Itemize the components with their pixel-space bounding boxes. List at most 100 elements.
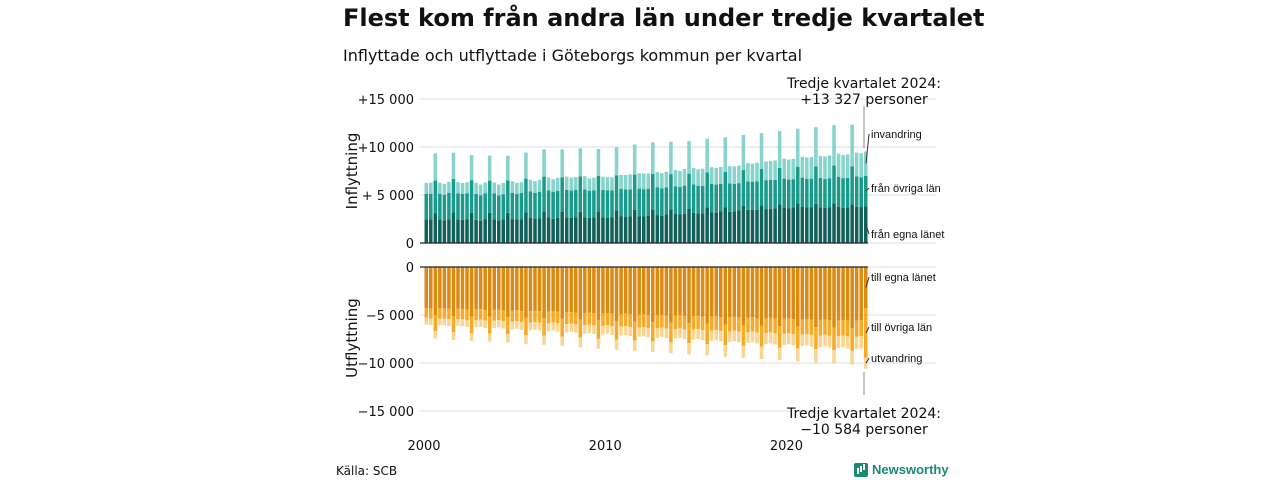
outflow-bar-segment [564,324,569,333]
outflow-bar-segment [524,317,528,336]
inflow-bar-segment [696,185,700,214]
inflow-bar-segment [515,219,519,243]
y-axis-label-inflow: Inflyttning [343,133,361,210]
inflow-bar-segment [564,176,569,190]
outflow-bar-segment [433,331,438,339]
outflow-bar-segment [796,267,800,327]
inflow-bar-segment [483,182,487,194]
outflow-bar-segment [574,267,578,313]
inflow-bar-segment [796,203,800,243]
outflow-bar-segment [465,267,469,310]
outflow-bar-segment [528,322,533,331]
inflow-bar-segment [741,170,746,206]
outflow-bar-segment [460,267,465,309]
inflow-bar-segment [850,204,854,243]
inflow-bar-segment [687,209,691,243]
outflow-bar-segment [451,332,456,340]
outflow-bar-segment [759,267,764,326]
brand-name: Newsworthy [872,462,949,477]
outflow-bar-segment [728,317,732,332]
outflow-bar-segment [678,315,682,329]
outflow-bar-segment [660,327,664,338]
outflow-bar-segment [447,267,451,309]
outflow-bar-segment [796,348,800,362]
outflow-bar-segment [832,267,836,328]
outflow-bar-segment [863,357,868,369]
outflow-bar-segment [501,310,506,322]
inflow-bar-segment [460,183,465,194]
outflow-bar-segment [442,267,447,309]
outflow-bar-segment [614,320,619,340]
outflow-bar-segment [551,267,555,312]
inflow-bar-segment [583,217,587,243]
annotation-bottom-line1: Tredje kvartalet 2024: [786,406,941,422]
inflow-bar-segment [528,179,533,192]
inflow-bar-segment [669,209,673,243]
outflow-bar-segment [814,327,818,350]
inflow-bar-segment [759,205,764,243]
inflow-bar-segment [768,180,773,209]
outflow-bar-segment [823,334,827,347]
outflow-bar-segment [655,328,660,338]
outflow-bar-segment [478,309,483,320]
outflow-bar-segment [583,267,587,313]
outflow-bar-segment [641,314,646,328]
outflow-bar-segment [687,343,691,355]
outflow-bar-segment [641,327,646,337]
outflow-bar-segment [786,318,791,334]
inflow-bar-segment [705,138,709,173]
inflow-bar-segment [601,176,605,190]
outflow-bar-segment [537,322,542,331]
inflow-bar-segment [777,131,782,168]
inflow-bar-segment [424,182,429,194]
inflow-bar-segment [714,184,718,213]
outflow-bar-segment [587,267,592,313]
inflow-bar-segment [492,193,496,220]
inflow-bar-segment [601,217,605,243]
inflow-bar-segment [859,207,863,243]
inflow-bar-segment [691,167,696,185]
inflow-bar-segment [451,178,456,213]
inflow-bar-segment [524,212,528,243]
outflow-y-tick-label: −15 000 [358,405,414,420]
outflow-bar-segment [718,317,723,331]
inflow-bar-segment [619,216,623,243]
inflow-bar-segment [841,207,845,243]
inflow-bar-segment [759,133,764,169]
outflow-bar-segment [469,267,474,317]
outflow-bar-segment [691,267,696,317]
outflow-bar-segment [669,342,673,354]
outflow-bar-segment [551,311,555,323]
inflow-bar-segment [533,192,537,219]
outflow-bar-segment [782,333,786,346]
inflow-bar-segment [773,179,777,209]
inflow-bar-segment [605,190,610,218]
inflow-bar-segment [814,127,818,167]
inflow-bar-segment [564,190,569,218]
outflow-bar-segment [732,316,737,331]
outflow-bar-segment [664,328,669,339]
outflow-bar-segment [696,315,700,330]
outflow-bar-segment [601,313,605,326]
inflow-bar-segment [800,156,805,178]
inflow-bar-segment [741,134,746,171]
outflow-bar-segment [818,319,823,336]
inflow-bar-segment [632,174,637,210]
series-label-leader [865,187,870,192]
outflow-bar-segment [515,321,519,329]
inflow-bar-segment [832,203,836,243]
outflow-bar-segment [746,317,750,333]
outflow-bar-segment [564,312,569,325]
outflow-bar-segment [823,319,827,335]
outflow-bar-segment [442,318,447,326]
inflow-bar-segment [723,172,728,208]
inflow-bar-segment [623,189,628,217]
inflow-bar-segment [723,137,728,172]
inflow-bar-segment [786,208,791,243]
outflow-bar-segment [755,332,759,344]
outflow-bar-segment [845,336,850,349]
inflow-bar-segment [791,158,796,180]
outflow-bar-segment [728,267,732,318]
inflow-bar-segment [669,174,673,210]
outflow-bar-segment [433,267,438,316]
